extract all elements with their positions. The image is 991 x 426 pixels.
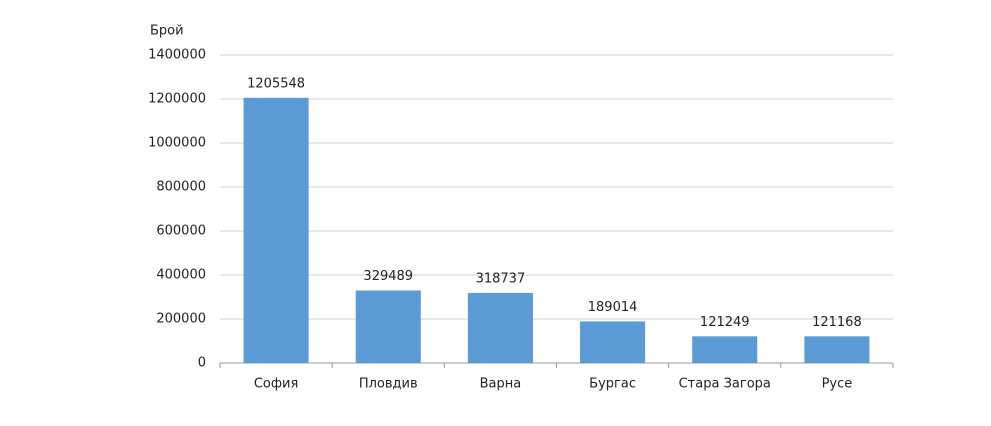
y-tick-label: 800000 xyxy=(156,180,206,195)
y-tick-label: 600000 xyxy=(156,224,206,239)
y-tick-label: 0 xyxy=(198,356,206,371)
x-tick-label: Русе xyxy=(822,377,853,392)
bar xyxy=(467,292,533,363)
bar xyxy=(243,97,309,363)
data-label: 121249 xyxy=(700,315,750,330)
x-tick-label: Варна xyxy=(480,377,522,392)
data-label: 189014 xyxy=(588,300,638,315)
data-label: 329489 xyxy=(363,269,413,284)
data-label: 1205548 xyxy=(247,76,305,91)
bar xyxy=(580,321,646,363)
y-tick-label: 1200000 xyxy=(148,92,206,107)
bar xyxy=(692,336,758,363)
x-tick-label: София xyxy=(254,377,298,392)
x-tick-label: Стара Загора xyxy=(679,377,771,392)
y-tick-label: 1000000 xyxy=(148,136,206,151)
bar xyxy=(355,290,421,363)
x-tick-label: Бургас xyxy=(589,377,636,392)
bar xyxy=(804,336,870,363)
y-tick-label: 200000 xyxy=(156,312,206,327)
y-tick-label: 400000 xyxy=(156,268,206,283)
x-tick-label: Пловдив xyxy=(359,377,418,392)
data-label: 318737 xyxy=(476,271,526,286)
y-axis-label: Брой xyxy=(150,24,184,39)
y-tick-label: 1400000 xyxy=(148,48,206,63)
data-label: 121168 xyxy=(812,315,862,330)
